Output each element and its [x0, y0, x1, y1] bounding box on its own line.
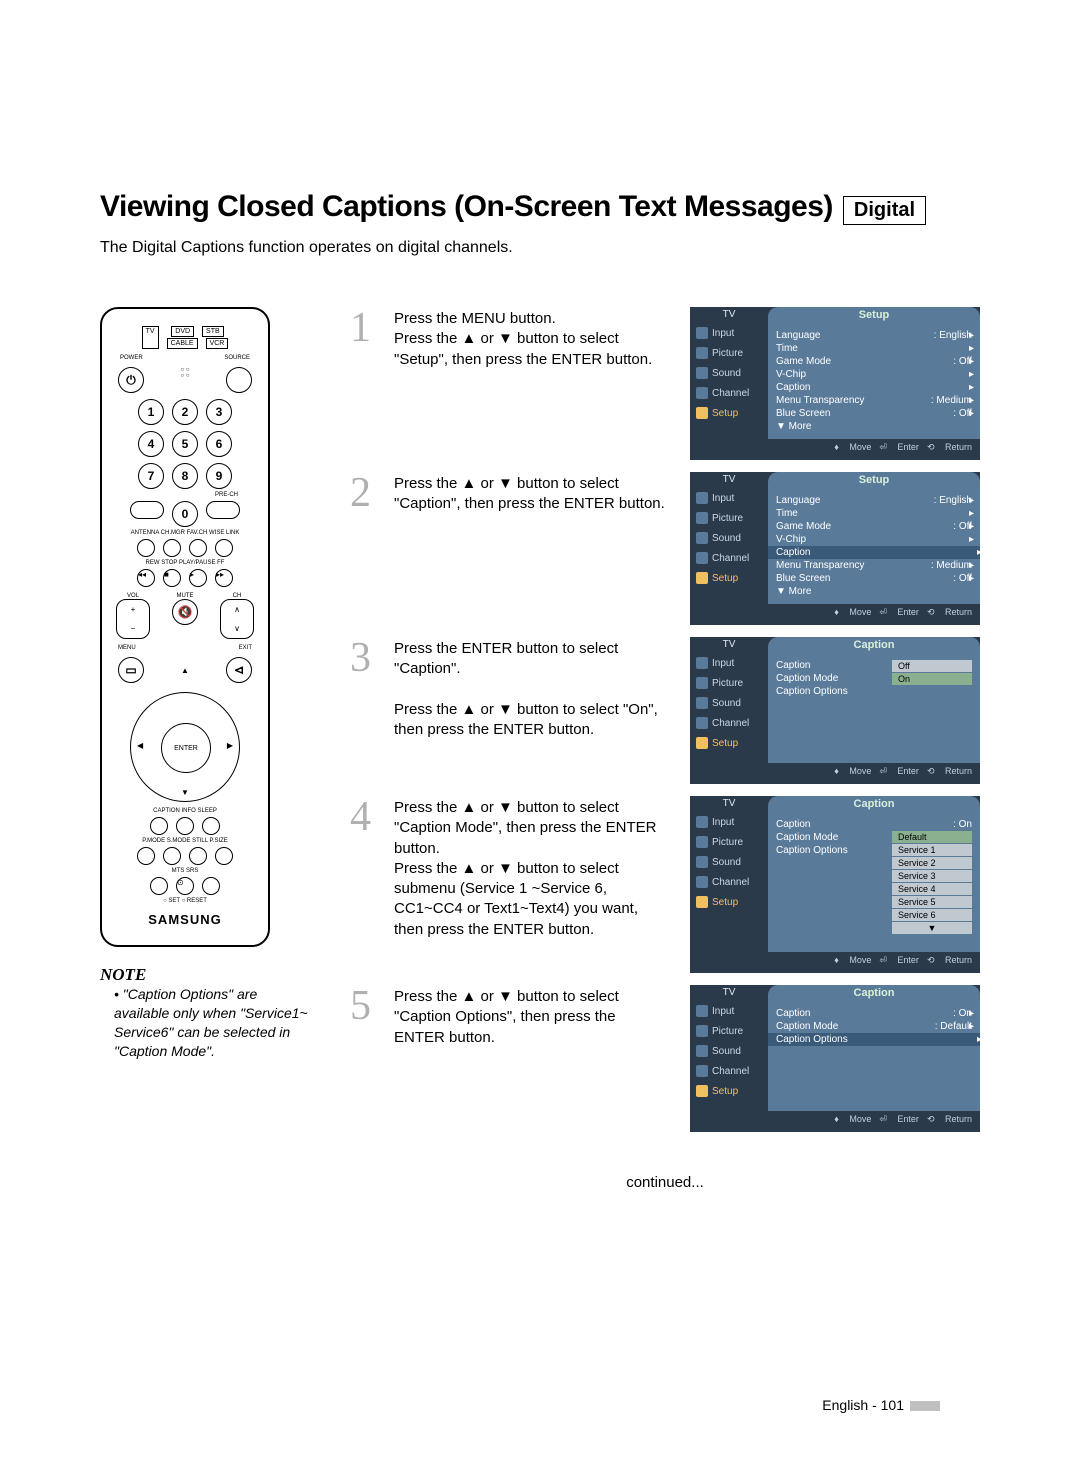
step-number: 1 — [350, 307, 384, 460]
ch-rocker[interactable]: ∧∨ — [220, 599, 254, 639]
osd-nav-input: Input — [690, 323, 768, 343]
still-button[interactable] — [189, 847, 207, 865]
stop-button[interactable]: ■ — [163, 569, 181, 587]
dash-button[interactable] — [130, 501, 164, 519]
rew-button[interactable]: ◂◂ — [137, 569, 155, 587]
sleep-button[interactable] — [202, 817, 220, 835]
chmgr-button[interactable] — [163, 539, 181, 557]
mode-row-label: P.MODE S.MODE STILL P.SIZE — [142, 838, 228, 844]
num-6[interactable]: 6 — [206, 431, 232, 457]
row-labels: ANTENNA CH.MGR FAV.CH WISE LINK — [131, 530, 240, 536]
subtitle: The Digital Captions function operates o… — [100, 239, 980, 257]
num-5[interactable]: 5 — [172, 431, 198, 457]
note-text: • "Caption Options" are available only w… — [100, 985, 310, 1061]
steps-column: 1 Press the MENU button. Press the ▲ or … — [350, 307, 980, 1191]
favch-button[interactable] — [189, 539, 207, 557]
transport-labels: REW STOP PLAY/PAUSE FF — [146, 560, 225, 566]
page-title: Viewing Closed Captions (On-Screen Text … — [100, 190, 833, 224]
num-4[interactable]: 4 — [138, 431, 164, 457]
smode-button[interactable] — [163, 847, 181, 865]
set-reset-label: ○ SET ○ RESET — [163, 898, 207, 904]
prech-label: PRE-CH — [215, 492, 238, 498]
osd-caption-3: TVCaption Input Picture Sound Channel Se… — [690, 637, 980, 784]
osd-nav-picture: Picture — [690, 343, 768, 363]
power-button[interactable]: ⏻ — [118, 367, 144, 393]
main-layout: TV DVD STB CABLE VCR POWER SOURCE ⏻ — [100, 307, 980, 1191]
ff-button[interactable]: ▸▸ — [215, 569, 233, 587]
device-cable: CABLE — [167, 338, 198, 349]
device-tv: TV — [142, 326, 159, 349]
note-section: NOTE • "Caption Options" are available o… — [100, 965, 310, 1061]
vol-rocker[interactable]: +− — [116, 599, 150, 639]
osd-caption-4: TVCaption Input Picture Sound Channel Se… — [690, 796, 980, 973]
num-1[interactable]: 1 — [138, 399, 164, 425]
source-button[interactable] — [226, 367, 252, 393]
source-label: SOURCE — [224, 355, 250, 361]
pmode-button[interactable] — [137, 847, 155, 865]
num-8[interactable]: 8 — [172, 463, 198, 489]
mute-button[interactable]: 🔇 — [172, 599, 198, 625]
prech-button[interactable] — [206, 501, 240, 519]
num-0[interactable]: 0 — [172, 501, 198, 527]
step-text: Press the MENU button. Press the ▲ or ▼ … — [394, 307, 680, 460]
num-2[interactable]: 2 — [172, 399, 198, 425]
srs-button[interactable]: ⊙ — [176, 877, 194, 895]
page-footer: English - 101 — [822, 1397, 940, 1413]
remote-column: TV DVD STB CABLE VCR POWER SOURCE ⏻ — [100, 307, 310, 1191]
brand-label: SAMSUNG — [148, 912, 221, 927]
step-2: 2 Press the ▲ or ▼ button to select "Cap… — [350, 472, 980, 625]
info-button[interactable] — [176, 817, 194, 835]
wiselink-button[interactable] — [215, 539, 233, 557]
num-7[interactable]: 7 — [138, 463, 164, 489]
osd-nav-channel: Channel — [690, 383, 768, 403]
antenna-button[interactable] — [137, 539, 155, 557]
osd-setup-2: TVSetup Input Picture Sound Channel Setu… — [690, 472, 980, 625]
caption-button[interactable] — [150, 817, 168, 835]
osd-caption-5: TVCaption Input Picture Sound Channel Se… — [690, 985, 980, 1132]
nav-ring[interactable]: ENTER ◀ ▶ ▼ — [130, 692, 240, 802]
enter-button[interactable]: ENTER — [161, 723, 211, 773]
title-row: Viewing Closed Captions (On-Screen Text … — [100, 190, 980, 225]
menu-button[interactable]: ▭ — [118, 657, 144, 683]
osd-nav-sound: Sound — [690, 363, 768, 383]
step-3: 3 Press the ENTER button to select "Capt… — [350, 637, 980, 784]
step-4: 4 Press the ▲ or ▼ button to select "Cap… — [350, 796, 980, 973]
continued-text: continued... — [350, 1174, 980, 1191]
extra-button[interactable] — [202, 877, 220, 895]
osd-nav-setup: Setup — [690, 403, 768, 423]
exit-button[interactable]: ⊲ — [226, 657, 252, 683]
mts-row-label: MTS SRS — [172, 868, 199, 874]
remote-control: TV DVD STB CABLE VCR POWER SOURCE ⏻ — [100, 307, 270, 947]
step-1: 1 Press the MENU button. Press the ▲ or … — [350, 307, 980, 460]
device-vcr: VCR — [206, 338, 229, 349]
caption-row-label: CAPTION INFO SLEEP — [153, 808, 217, 814]
digital-tag: Digital — [843, 196, 926, 225]
device-dvd: DVD — [171, 326, 194, 337]
osd-setup-1: TVSetup Input Picture Sound Channel Setu… — [690, 307, 980, 460]
num-3[interactable]: 3 — [206, 399, 232, 425]
power-label: POWER — [120, 355, 143, 361]
mts-button[interactable] — [150, 877, 168, 895]
play-button[interactable]: ▸ — [189, 569, 207, 587]
num-9[interactable]: 9 — [206, 463, 232, 489]
step-5: 5 Press the ▲ or ▼ button to select "Cap… — [350, 985, 980, 1132]
note-header: NOTE — [100, 965, 310, 985]
device-stb: STB — [202, 326, 224, 337]
psize-button[interactable] — [215, 847, 233, 865]
